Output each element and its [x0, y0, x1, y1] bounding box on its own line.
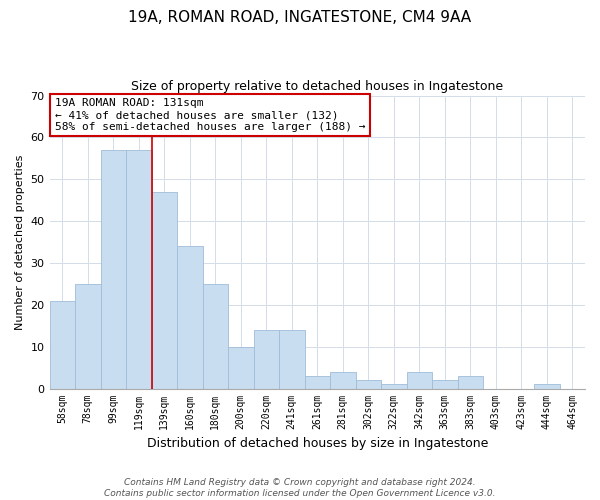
Bar	[177, 246, 203, 388]
Bar	[432, 380, 458, 388]
Bar	[458, 376, 483, 388]
X-axis label: Distribution of detached houses by size in Ingatestone: Distribution of detached houses by size …	[146, 437, 488, 450]
Bar	[75, 284, 101, 389]
Bar	[407, 372, 432, 388]
Bar	[254, 330, 279, 388]
Bar	[330, 372, 356, 388]
Bar	[152, 192, 177, 388]
Bar	[356, 380, 381, 388]
Bar	[305, 376, 330, 388]
Bar	[126, 150, 152, 388]
Bar	[203, 284, 228, 389]
Text: 19A, ROMAN ROAD, INGATESTONE, CM4 9AA: 19A, ROMAN ROAD, INGATESTONE, CM4 9AA	[128, 10, 472, 25]
Bar	[279, 330, 305, 388]
Bar	[381, 384, 407, 388]
Bar	[228, 346, 254, 389]
Bar	[101, 150, 126, 388]
Y-axis label: Number of detached properties: Number of detached properties	[15, 154, 25, 330]
Text: 19A ROMAN ROAD: 131sqm
← 41% of detached houses are smaller (132)
58% of semi-de: 19A ROMAN ROAD: 131sqm ← 41% of detached…	[55, 98, 365, 132]
Title: Size of property relative to detached houses in Ingatestone: Size of property relative to detached ho…	[131, 80, 503, 93]
Bar	[534, 384, 560, 388]
Bar	[50, 300, 75, 388]
Text: Contains HM Land Registry data © Crown copyright and database right 2024.
Contai: Contains HM Land Registry data © Crown c…	[104, 478, 496, 498]
